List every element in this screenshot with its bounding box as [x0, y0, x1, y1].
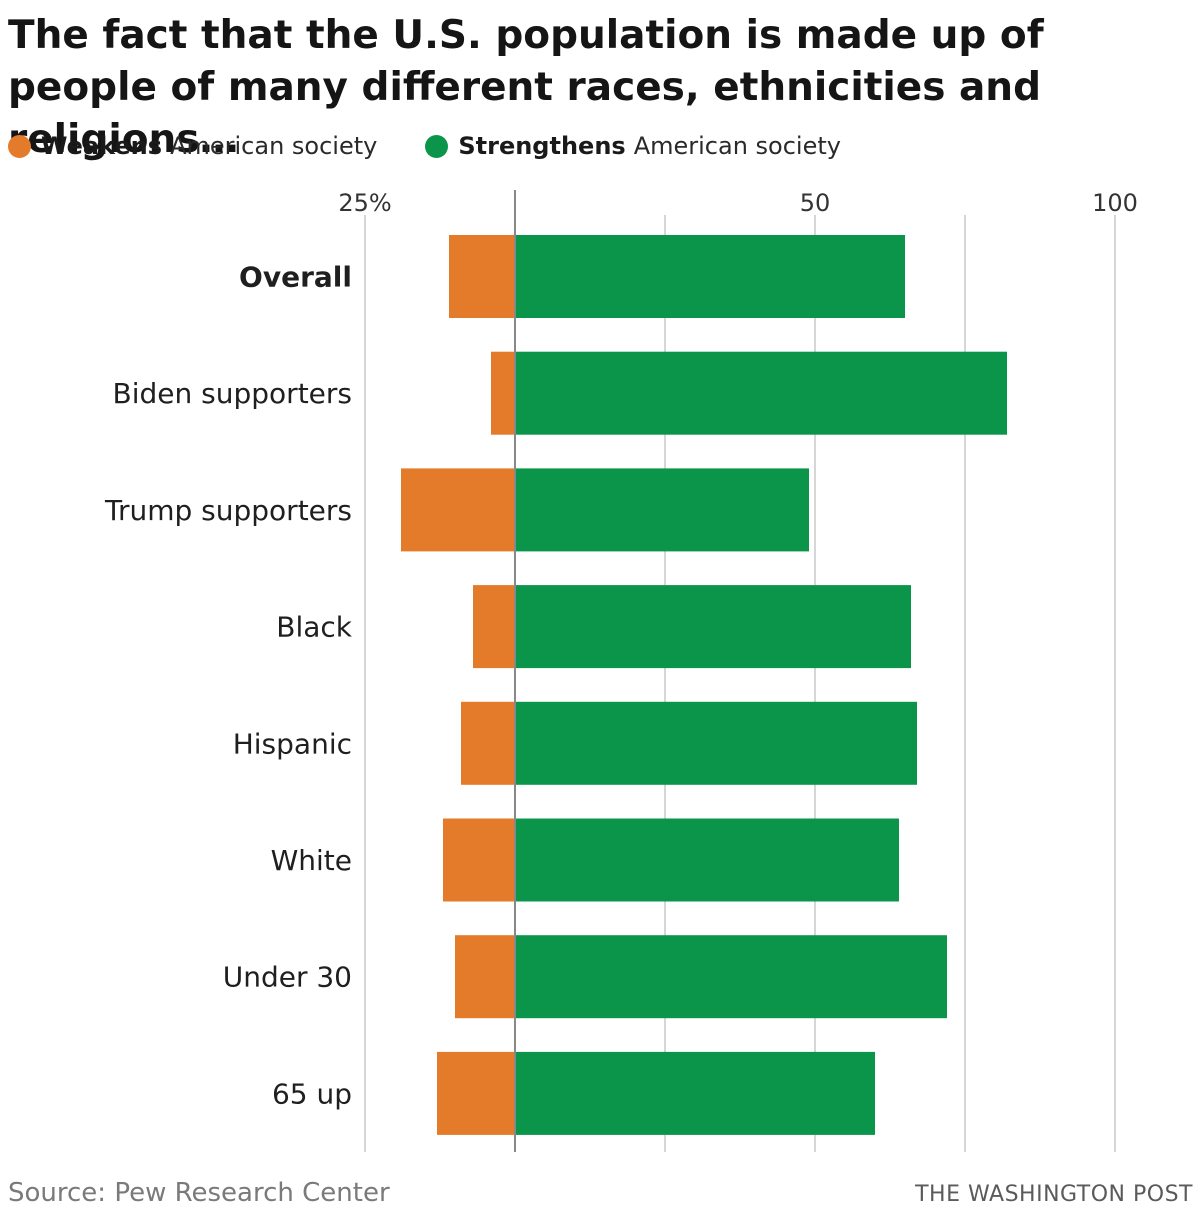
bar-strengthens — [515, 468, 809, 552]
bar-strengthens — [515, 1051, 875, 1135]
legend-label-bold: Weakens — [41, 132, 163, 160]
bar-strengthens — [515, 351, 1007, 435]
diverging-bar-chart: 25% 50 100 Overall Biden supporters Trump su… — [104, 189, 1138, 1152]
chart-title: The fact that the U.S. population is mad… — [8, 13, 1044, 162]
bar-strengthens — [515, 701, 917, 785]
bar-weakens — [437, 1051, 515, 1135]
bars — [401, 235, 1007, 1135]
legend-label-rest: American society — [633, 132, 841, 160]
legend-item-strengthens: Strengthens American society — [425, 132, 841, 160]
legend-label-bold: Strengthens — [458, 132, 626, 160]
bar-weakens — [461, 701, 515, 785]
publisher-credit: THE WASHINGTON POST — [915, 1182, 1193, 1207]
legend-swatch-strengthens — [425, 134, 449, 158]
legend-label-rest: American society — [170, 132, 378, 160]
category-labels: Overall Biden supporters Trump supporters B… — [104, 261, 353, 1111]
category-label: White — [271, 844, 352, 877]
tick-label: 100 — [1092, 189, 1138, 217]
bar-weakens — [443, 818, 515, 902]
category-label: Trump supporters — [104, 494, 352, 527]
bar-strengthens — [515, 235, 905, 318]
source-note: Source: Pew Research Center — [8, 1178, 390, 1208]
bar-strengthens — [515, 585, 911, 669]
category-label: Black — [276, 611, 353, 644]
bar-weakens — [455, 935, 515, 1019]
tick-label: 25% — [338, 189, 391, 217]
legend: Weakens American society Strengthens Ame… — [8, 128, 889, 164]
bar-strengthens — [515, 935, 947, 1019]
bar-strengthens — [515, 818, 899, 902]
category-label: Hispanic — [233, 727, 352, 760]
category-label: 65 up — [272, 1077, 352, 1110]
legend-swatch-weakens — [8, 134, 31, 158]
tick-label: 50 — [800, 189, 831, 217]
bar-weakens — [473, 585, 515, 669]
category-label: Biden supporters — [113, 377, 352, 410]
category-label: Overall — [239, 261, 352, 294]
bar-weakens — [491, 351, 515, 435]
bar-weakens — [449, 235, 515, 318]
axis-ticks: 25% 50 100 — [338, 189, 1138, 217]
category-label: Under 30 — [223, 961, 352, 994]
bar-weakens — [401, 468, 515, 552]
legend-item-weakens: Weakens American society — [8, 132, 377, 160]
